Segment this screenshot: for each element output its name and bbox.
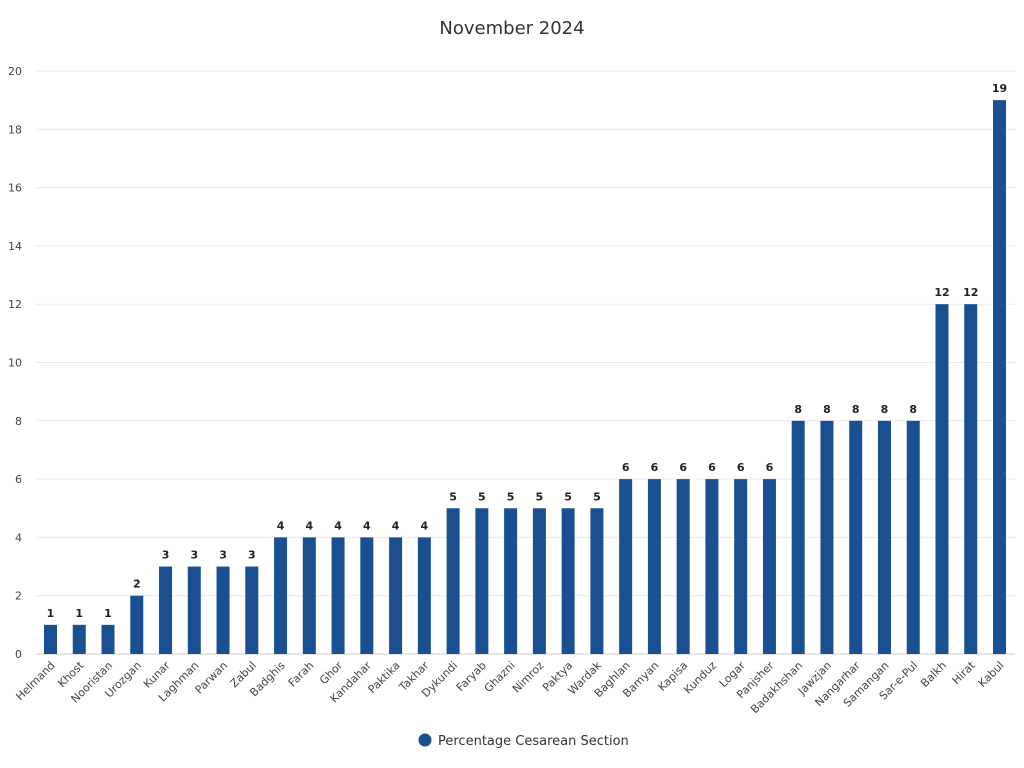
data-label: 6 — [708, 461, 716, 474]
y-tick-label: 6 — [15, 473, 22, 486]
y-tick-label: 10 — [8, 357, 22, 370]
bar-farah[interactable] — [302, 537, 316, 654]
data-label: 6 — [737, 461, 745, 474]
bar-ghazni[interactable] — [504, 508, 518, 654]
data-label: 8 — [794, 403, 802, 416]
data-label: 1 — [104, 607, 112, 620]
bar-hirat[interactable] — [964, 304, 978, 654]
bars — [44, 100, 1006, 654]
bar-sar-e-pul[interactable] — [906, 420, 920, 654]
bar-panjsher[interactable] — [762, 479, 776, 654]
data-label: 2 — [133, 578, 141, 591]
bar-paktya[interactable] — [561, 508, 575, 654]
bar-dykundi[interactable] — [446, 508, 460, 654]
x-tick-label: Nimroz — [510, 659, 547, 696]
bar-faryab[interactable] — [475, 508, 489, 654]
legend[interactable]: Percentage Cesarean Section — [418, 733, 629, 750]
bar-badghis[interactable] — [274, 537, 288, 654]
y-tick-label: 0 — [15, 648, 22, 661]
bar-samangan[interactable] — [877, 420, 891, 654]
bar-paktika[interactable] — [389, 537, 403, 654]
x-tick-label: Kabul — [976, 659, 1007, 690]
x-tick-label: Parwan — [193, 659, 231, 697]
chart-title: November 2024 — [439, 18, 584, 39]
bar-khost[interactable] — [72, 624, 86, 654]
legend-marker — [418, 733, 432, 747]
x-tick-label: Farah — [286, 659, 317, 690]
data-label: 8 — [823, 403, 831, 416]
y-tick-label: 18 — [8, 123, 22, 136]
bar-nooristan[interactable] — [101, 624, 115, 654]
y-tick-label: 2 — [15, 590, 22, 603]
data-label: 4 — [363, 519, 371, 532]
data-label: 4 — [277, 519, 285, 532]
bar-helmand[interactable] — [44, 624, 57, 654]
bar-kapisa[interactable] — [676, 479, 690, 654]
x-tick-label: Paktika — [366, 659, 403, 696]
x-tick-label: Hirat — [950, 658, 979, 687]
data-label: 1 — [75, 607, 83, 620]
bar-laghman[interactable] — [187, 566, 201, 654]
grid-lines — [36, 70, 1015, 655]
bar-kunduz[interactable] — [705, 479, 719, 654]
y-tick-label: 20 — [8, 65, 22, 78]
bar-baghlan[interactable] — [619, 479, 633, 654]
data-label: 5 — [478, 490, 486, 503]
y-tick-label: 14 — [8, 240, 22, 253]
bar-parwan[interactable] — [216, 566, 230, 654]
data-label: 6 — [622, 461, 630, 474]
y-axis-ticks: 0 2 4 6 8 10 12 14 16 18 20 — [8, 65, 22, 661]
data-label: 5 — [593, 490, 601, 503]
data-label: 8 — [909, 403, 917, 416]
data-label: 6 — [766, 461, 774, 474]
bar-wardak[interactable] — [590, 508, 604, 654]
y-tick-label: 8 — [15, 415, 22, 428]
data-label: 8 — [881, 403, 889, 416]
bar-takhar[interactable] — [417, 537, 431, 654]
bar-logar[interactable] — [734, 479, 748, 654]
x-tick-label: Balkh — [918, 659, 949, 690]
bar-bamyan[interactable] — [647, 479, 661, 654]
data-label: 8 — [852, 403, 860, 416]
data-label: 4 — [421, 519, 429, 532]
bar-ghor[interactable] — [331, 537, 345, 654]
x-tick-label: Kunduz — [681, 659, 719, 697]
y-tick-label: 4 — [15, 531, 22, 544]
data-label: 4 — [392, 519, 400, 532]
bar-badakhshan[interactable] — [791, 420, 805, 654]
data-label: 3 — [248, 549, 256, 562]
y-tick-label: 12 — [8, 298, 22, 311]
data-label: 3 — [162, 549, 170, 562]
data-label: 19 — [992, 82, 1007, 95]
bar-kabul[interactable] — [993, 100, 1006, 654]
bar-kunar[interactable] — [159, 566, 173, 654]
bar-jawzjan[interactable] — [820, 420, 834, 654]
data-label: 5 — [564, 490, 572, 503]
data-label: 3 — [219, 549, 227, 562]
data-label: 4 — [334, 519, 342, 532]
data-label: 1 — [47, 607, 55, 620]
bar-urozgan[interactable] — [130, 595, 144, 654]
data-label: 5 — [536, 490, 544, 503]
bar-zabul[interactable] — [245, 566, 259, 654]
y-tick-label: 16 — [8, 182, 22, 195]
x-axis-ticks: HelmandKhostNooristanUrozganKunarLaghman… — [13, 658, 1006, 716]
data-label: 3 — [190, 549, 198, 562]
bar-nangarhar[interactable] — [849, 420, 863, 654]
x-tick-label: Helmand — [13, 659, 57, 703]
data-label: 5 — [449, 490, 457, 503]
data-label: 5 — [507, 490, 515, 503]
data-label: 4 — [305, 519, 313, 532]
data-label: 6 — [679, 461, 687, 474]
bar-kandahar[interactable] — [360, 537, 374, 654]
bar-balkh[interactable] — [935, 304, 949, 654]
bar-nimroz[interactable] — [532, 508, 546, 654]
data-label: 6 — [651, 461, 659, 474]
data-label: 12 — [963, 286, 978, 299]
legend-label: Percentage Cesarean Section — [438, 734, 629, 749]
data-label: 12 — [934, 286, 949, 299]
